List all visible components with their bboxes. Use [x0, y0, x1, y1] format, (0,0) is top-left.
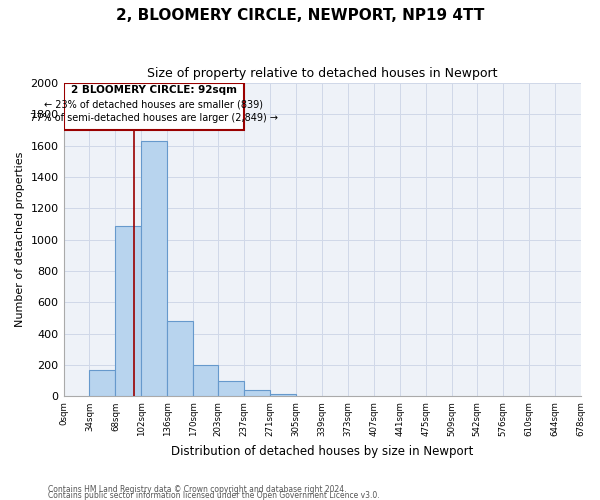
Bar	[270, 394, 296, 396]
Bar	[64, 83, 244, 130]
Bar	[89, 370, 115, 396]
Text: Contains public sector information licensed under the Open Government Licence v3: Contains public sector information licen…	[48, 491, 380, 500]
Bar	[193, 365, 218, 396]
Bar	[142, 141, 167, 397]
Bar	[167, 321, 193, 396]
Text: ← 23% of detached houses are smaller (839): ← 23% of detached houses are smaller (83…	[44, 99, 263, 109]
X-axis label: Distribution of detached houses by size in Newport: Distribution of detached houses by size …	[171, 444, 473, 458]
Y-axis label: Number of detached properties: Number of detached properties	[15, 152, 25, 328]
Bar	[218, 381, 244, 396]
Text: 77% of semi-detached houses are larger (2,849) →: 77% of semi-detached houses are larger (…	[30, 112, 278, 122]
Text: 2, BLOOMERY CIRCLE, NEWPORT, NP19 4TT: 2, BLOOMERY CIRCLE, NEWPORT, NP19 4TT	[116, 8, 484, 22]
Text: Contains HM Land Registry data © Crown copyright and database right 2024.: Contains HM Land Registry data © Crown c…	[48, 484, 347, 494]
Text: 2 BLOOMERY CIRCLE: 92sqm: 2 BLOOMERY CIRCLE: 92sqm	[71, 86, 237, 96]
Bar	[244, 390, 270, 396]
Title: Size of property relative to detached houses in Newport: Size of property relative to detached ho…	[147, 68, 497, 80]
Bar	[115, 226, 142, 396]
